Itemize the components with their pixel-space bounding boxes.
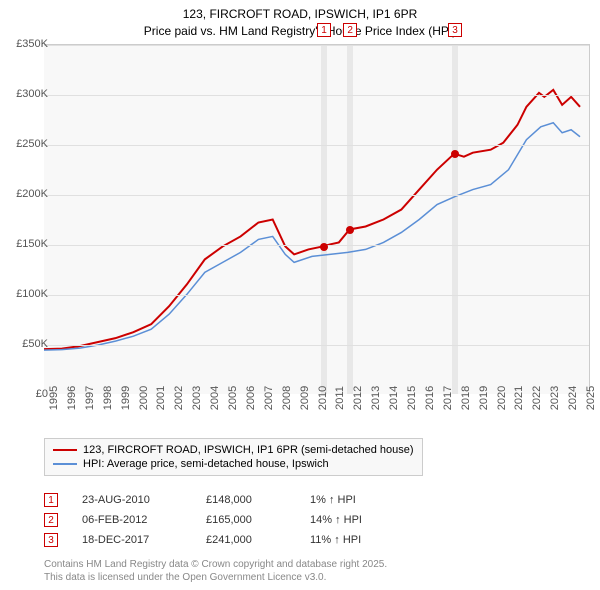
x-tick-label: 1995 <box>48 386 60 410</box>
y-tick-label: £50K <box>22 338 48 350</box>
sales-diff: 14% ↑ HPI <box>310 514 370 526</box>
title-line1: 123, FIRCROFT ROAD, IPSWICH, IP1 6PR <box>0 6 600 23</box>
y-tick-label: £0 <box>36 388 48 400</box>
sales-row: 3 18-DEC-2017 £241,000 11% ↑ HPI <box>44 530 370 550</box>
y-tick-label: £150K <box>16 238 48 250</box>
x-tick-label: 2025 <box>585 386 597 410</box>
x-tick-label: 2018 <box>460 386 472 410</box>
sale-dot <box>320 243 328 251</box>
gridline <box>44 295 589 296</box>
legend-row: 123, FIRCROFT ROAD, IPSWICH, IP1 6PR (se… <box>53 443 414 457</box>
x-tick-label: 2013 <box>370 386 382 410</box>
gridline <box>44 45 589 46</box>
x-tick-label: 2002 <box>173 386 185 410</box>
sales-row: 2 06-FEB-2012 £165,000 14% ↑ HPI <box>44 510 370 530</box>
legend-swatch <box>53 449 77 451</box>
sales-table: 1 23-AUG-2010 £148,000 1% ↑ HPI 2 06-FEB-2012… <box>44 490 370 550</box>
legend: 123, FIRCROFT ROAD, IPSWICH, IP1 6PR (se… <box>44 438 423 476</box>
sales-price: £148,000 <box>206 494 286 506</box>
x-tick-label: 2021 <box>513 386 525 410</box>
legend-swatch <box>53 463 77 465</box>
sales-price: £165,000 <box>206 514 286 526</box>
sale-marker-box: 3 <box>448 23 462 37</box>
y-tick-label: £100K <box>16 288 48 300</box>
x-tick-label: 2017 <box>442 386 454 410</box>
x-tick-label: 2022 <box>531 386 543 410</box>
gridline <box>44 95 589 96</box>
x-tick-label: 1997 <box>84 386 96 410</box>
x-tick-label: 2020 <box>496 386 508 410</box>
sales-index-box: 3 <box>44 533 58 547</box>
x-tick-label: 2019 <box>478 386 490 410</box>
sales-row: 1 23-AUG-2010 £148,000 1% ↑ HPI <box>44 490 370 510</box>
legend-row: HPI: Average price, semi-detached house,… <box>53 457 414 471</box>
gridline <box>44 345 589 346</box>
arrow-up-icon: ↑ <box>329 494 335 506</box>
sales-index-box: 2 <box>44 513 58 527</box>
sales-date: 23-AUG-2010 <box>82 494 182 506</box>
x-tick-label: 1996 <box>66 386 78 410</box>
x-tick-label: 2012 <box>352 386 364 410</box>
x-tick-label: 2007 <box>263 386 275 410</box>
series-line-price_paid <box>44 90 580 349</box>
chart-plot-area: 123 <box>44 44 590 394</box>
arrow-up-icon: ↑ <box>334 534 340 546</box>
series-line-hpi <box>44 123 580 350</box>
sales-diff: 1% ↑ HPI <box>310 494 370 506</box>
x-tick-label: 2000 <box>138 386 150 410</box>
gridline <box>44 195 589 196</box>
footer-line1: Contains HM Land Registry data © Crown c… <box>44 558 387 571</box>
sales-diff: 11% ↑ HPI <box>310 534 370 546</box>
sale-marker-box: 2 <box>343 23 357 37</box>
sales-date: 06-FEB-2012 <box>82 514 182 526</box>
title-line2: Price paid vs. HM Land Registry's House … <box>0 23 600 40</box>
y-tick-label: £250K <box>16 138 48 150</box>
sale-dot <box>346 226 354 234</box>
x-tick-label: 2024 <box>567 386 579 410</box>
sales-price: £241,000 <box>206 534 286 546</box>
x-tick-label: 2008 <box>281 386 293 410</box>
chart-title: 123, FIRCROFT ROAD, IPSWICH, IP1 6PR Pri… <box>0 0 600 40</box>
chart-lines <box>44 45 589 394</box>
footer-line2: This data is licensed under the Open Gov… <box>44 571 387 584</box>
legend-label: 123, FIRCROFT ROAD, IPSWICH, IP1 6PR (se… <box>83 444 414 456</box>
sales-index-box: 1 <box>44 493 58 507</box>
x-tick-label: 2016 <box>424 386 436 410</box>
x-tick-label: 2023 <box>549 386 561 410</box>
arrow-up-icon: ↑ <box>335 514 341 526</box>
y-tick-label: £300K <box>16 88 48 100</box>
footer-attribution: Contains HM Land Registry data © Crown c… <box>44 558 387 584</box>
x-tick-label: 1998 <box>102 386 114 410</box>
gridline <box>44 145 589 146</box>
legend-label: HPI: Average price, semi-detached house,… <box>83 458 329 470</box>
y-tick-label: £200K <box>16 188 48 200</box>
x-tick-label: 2004 <box>209 386 221 410</box>
y-tick-label: £350K <box>16 38 48 50</box>
x-tick-label: 2003 <box>191 386 203 410</box>
sale-dot <box>451 150 459 158</box>
x-tick-label: 2006 <box>245 386 257 410</box>
x-tick-label: 2009 <box>299 386 311 410</box>
x-tick-label: 2010 <box>317 386 329 410</box>
sales-date: 18-DEC-2017 <box>82 534 182 546</box>
sale-marker-box: 1 <box>317 23 331 37</box>
x-tick-label: 2001 <box>155 386 167 410</box>
x-tick-label: 1999 <box>120 386 132 410</box>
x-tick-label: 2014 <box>388 386 400 410</box>
x-tick-label: 2015 <box>406 386 418 410</box>
x-tick-label: 2011 <box>334 386 346 410</box>
gridline <box>44 245 589 246</box>
x-tick-label: 2005 <box>227 386 239 410</box>
